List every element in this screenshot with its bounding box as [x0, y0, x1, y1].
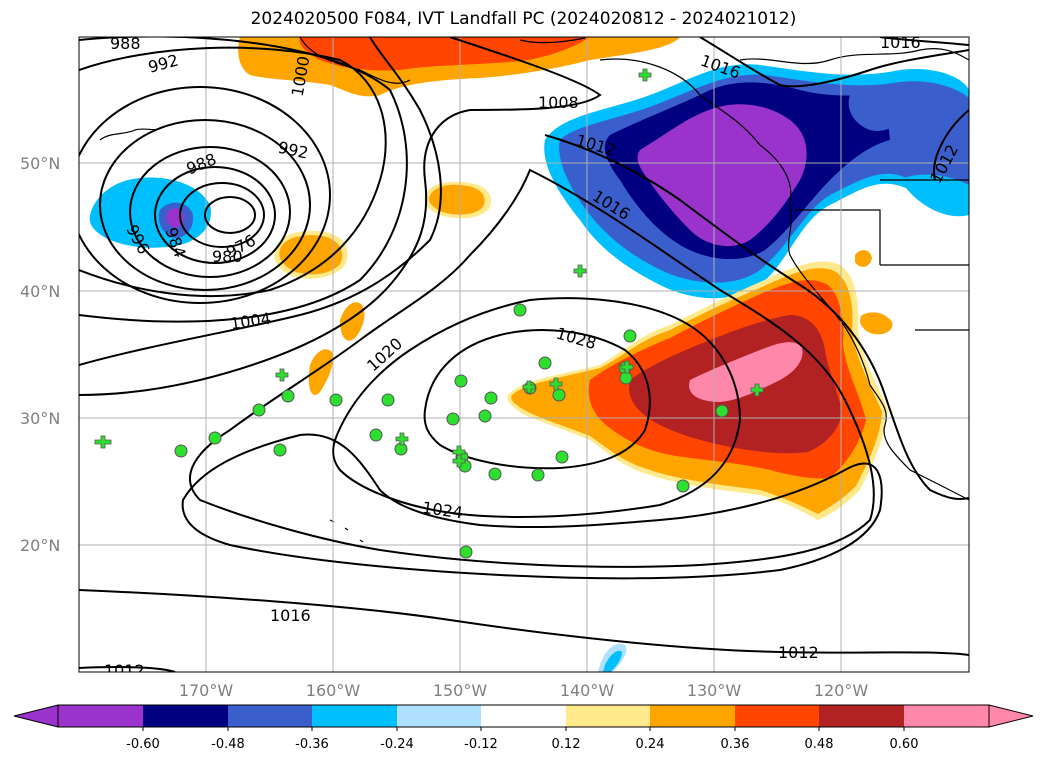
plus-marker [620, 360, 634, 374]
landfall-marker [619, 371, 633, 385]
landfall-marker [446, 412, 460, 426]
landfall-marker [484, 391, 498, 405]
colorbar-tick: -0.48 [211, 737, 245, 752]
landfall-marker [623, 329, 637, 343]
colorbar-tick: 0.36 [721, 737, 750, 752]
lat-label: 50°N [20, 154, 60, 173]
colorbar-segment [58, 705, 143, 727]
isobar-label: 1016 [270, 606, 311, 625]
colorbar-tick: 0.24 [636, 737, 665, 752]
landfall-marker [381, 393, 395, 407]
longitude-labels: 170°W 160°W 150°W 140°W 130°W 120°W [179, 681, 869, 700]
landfall-marker [281, 389, 295, 403]
plus-marker [638, 68, 652, 82]
lon-label: 120°W [814, 681, 869, 700]
isobar-label: 980 [212, 247, 243, 266]
colorbar-tick: -0.60 [126, 737, 160, 752]
map-plot-area: 988 992 1000 992 988 996 984 976 980 100… [79, 33, 969, 680]
map-title: 2024020500 F084, IVT Landfall PC (202402… [250, 9, 797, 29]
landfall-marker [555, 450, 569, 464]
isobar-label: 1012 [778, 643, 819, 662]
ivt-shading [89, 37, 969, 672]
landfall-marker [454, 374, 468, 388]
gridlines [79, 37, 969, 672]
lon-label: 130°W [687, 681, 742, 700]
landfall-plus-markers [94, 68, 764, 468]
colorbar-segment [143, 705, 228, 727]
landfall-marker [538, 356, 552, 370]
isobar-label: 1016 [880, 33, 921, 52]
lon-label: 150°W [433, 681, 488, 700]
colorbar-segment [819, 705, 904, 727]
lat-label: 20°N [20, 536, 60, 555]
map-frame [78, 36, 970, 673]
lon-label: 160°W [306, 681, 361, 700]
landfall-marker [329, 393, 343, 407]
landfall-marker [478, 409, 492, 423]
colorbar-segment [228, 705, 312, 727]
landfall-marker [252, 403, 266, 417]
plus-marker [522, 380, 536, 394]
plus-marker [94, 435, 112, 449]
colorbar-tick: 0.60 [890, 737, 919, 752]
isobars [79, 37, 969, 672]
landfall-marker [369, 428, 383, 442]
isobar-label: 1012 [104, 661, 145, 680]
colorbar-extend-low [13, 704, 59, 728]
plus-marker [452, 445, 466, 459]
colorbar-segment [397, 705, 481, 727]
colorbar-extend-high [988, 704, 1034, 728]
colorbar-segment [904, 705, 989, 727]
landfall-marker [208, 431, 222, 445]
latitude-labels: 50°N 40°N 30°N 20°N [20, 154, 60, 555]
lat-label: 40°N [20, 282, 60, 301]
landfall-marker [715, 404, 729, 418]
plus-marker [750, 383, 764, 397]
plus-marker [573, 264, 587, 278]
plus-marker [549, 377, 563, 391]
colorbar-segment [650, 705, 735, 727]
lon-label: 140°W [560, 681, 615, 700]
isobar-label: 988 [110, 34, 141, 53]
lon-label: 170°W [179, 681, 234, 700]
colorbar: -0.60 -0.48 -0.36 -0.24 -0.12 0.12 0.24 … [13, 704, 1034, 752]
colorbar-segment [735, 705, 819, 727]
colorbar-tick: 0.48 [805, 737, 834, 752]
coastlines [99, 37, 969, 543]
colorbar-tick: -0.36 [295, 737, 329, 752]
colorbar-segment [481, 705, 566, 727]
colorbar-segment [312, 705, 397, 727]
landfall-marker [459, 545, 473, 559]
colorbar-segment [566, 705, 650, 727]
isobar-label: 1008 [538, 93, 579, 112]
landfall-marker [273, 443, 287, 457]
lat-label: 30°N [20, 409, 60, 428]
plus-marker [452, 454, 466, 468]
landfall-marker [676, 479, 690, 493]
landfall-marker [531, 468, 545, 482]
landfall-marker [174, 444, 188, 458]
colorbar-tick: 0.12 [552, 737, 581, 752]
colorbar-tick: -0.24 [380, 737, 414, 752]
landfall-marker [488, 467, 502, 481]
landfall-marker [552, 388, 566, 402]
landfall-marker [513, 303, 527, 317]
plus-marker [275, 368, 289, 382]
plus-marker [395, 432, 409, 446]
colorbar-tick: -0.12 [464, 737, 498, 752]
